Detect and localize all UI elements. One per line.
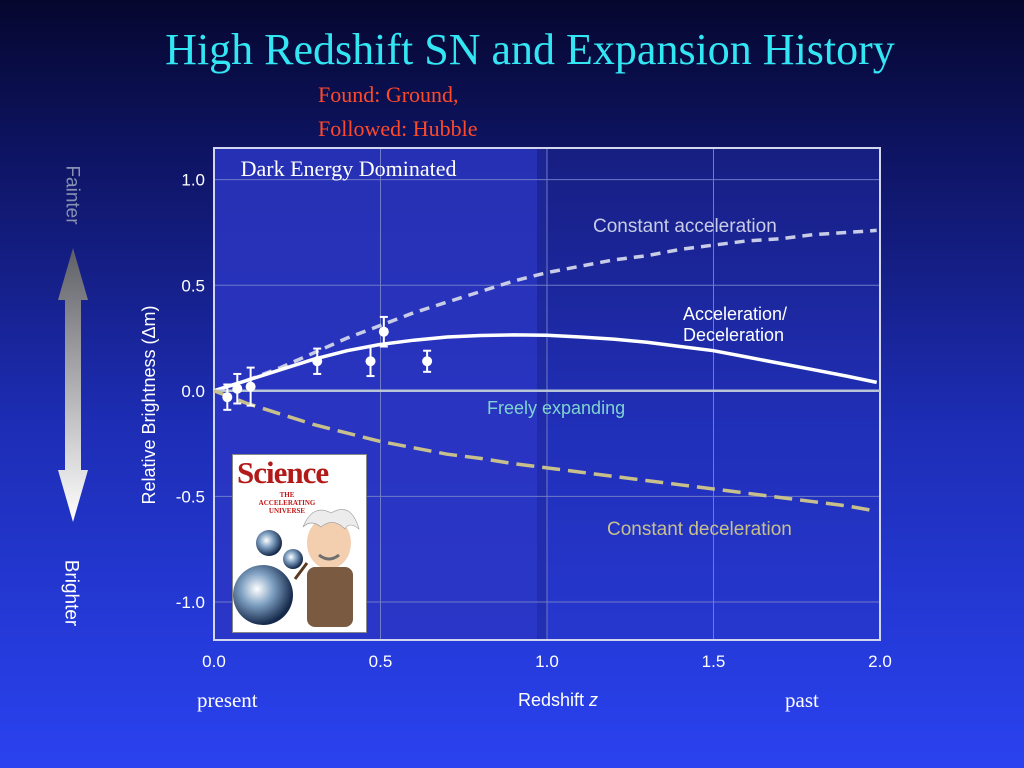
followed-hubble-label: Followed: Hubble [318,116,478,141]
x-tick-label: 0.0 [202,652,226,671]
galaxy-sphere-tiny [283,549,303,569]
y-tick-label: 1.0 [181,171,205,190]
supernova-point [222,392,233,403]
x-axis-label-text: Redshift [518,690,589,710]
einstein-face [307,517,351,569]
dark-energy-region-edge [537,148,548,640]
found-ground-label: Found: Ground, [318,82,459,107]
dark-energy-label: Dark Energy Dominated [241,156,457,181]
brighter-label: Brighter [60,559,82,627]
const-accel-curve [213,228,877,393]
einstein-mustache [318,553,340,561]
y-tick-label: 0.0 [181,382,205,401]
science-cover-image: Science THE ACCELERATING UNIVERSE [232,454,367,633]
x-tick-label: 1.0 [535,652,559,671]
einstein-pipe [293,562,309,580]
y-axis-label: Relative Brightness (Δm) [139,305,159,504]
present-label: present [197,688,258,712]
cover-headline: THE ACCELERATING UNIVERSE [258,491,316,515]
const-decel-curve [213,389,878,513]
plot-frame [213,147,881,641]
x-tick-label: 1.5 [702,652,726,671]
y-tick-label: 0.5 [181,276,205,295]
einstein-hair [302,509,360,530]
brightness-arrow [58,248,88,522]
accel-decel-label-line2: Deceleration [683,325,784,345]
y-tick-label: -1.0 [176,593,205,612]
cover-art [233,509,360,627]
slide-title: High Redshift SN and Expansion History [165,25,895,74]
x-tick-label: 0.5 [369,652,393,671]
past-label: past [785,688,819,712]
fainter-label: Fainter [61,165,83,225]
galaxy-sphere-large [233,565,293,625]
supernova-point [245,381,256,392]
x-tick-label: 2.0 [868,652,892,671]
accel-decel-curve [213,333,878,393]
y-tick-label: -0.5 [176,487,205,506]
supernova-point [365,356,376,367]
supernova-point [312,356,323,367]
supernova-point [422,356,433,367]
supernova-point [378,326,389,337]
cover-masthead: Science [237,455,329,490]
x-axis-label-var: z [588,690,598,710]
freely-expanding-label: Freely expanding [487,398,625,418]
brightness-arrow-shape [58,248,88,522]
einstein-coat [307,567,353,627]
x-axis-label: Redshift z [518,690,598,710]
supernova-point [232,383,243,394]
const-accel-label: Constant acceleration [593,216,777,237]
const-decel-label: Constant deceleration [607,519,792,540]
accel-decel-label-line1: Acceleration/ [683,304,787,324]
galaxy-sphere-small [256,530,282,556]
